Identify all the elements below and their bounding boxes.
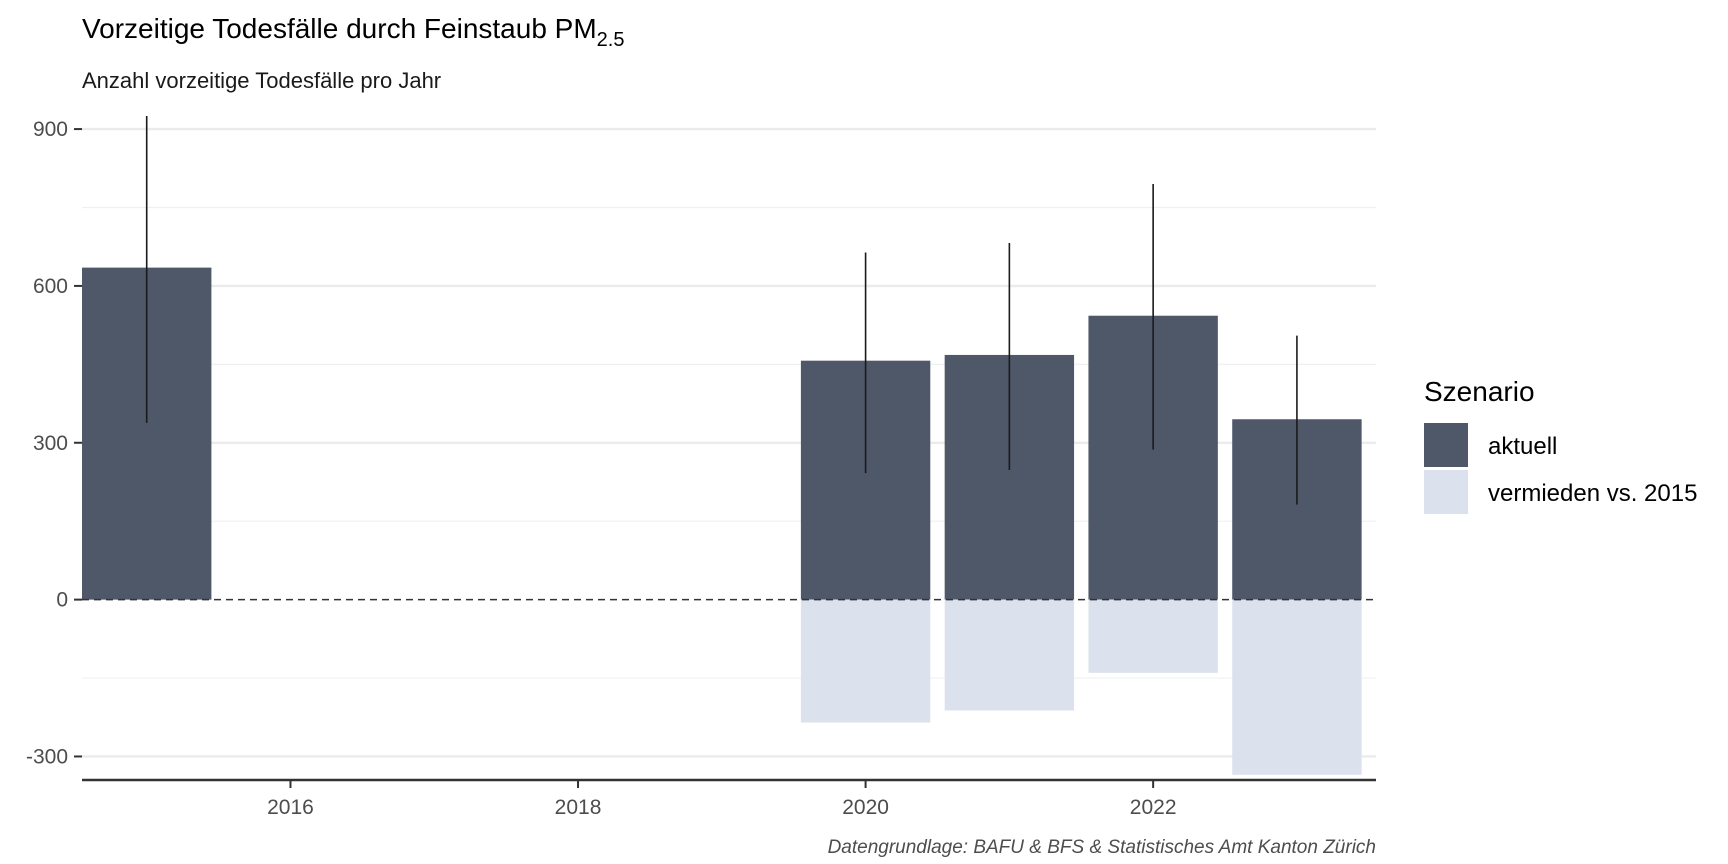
bars xyxy=(82,267,1362,775)
x-tick-label: 2022 xyxy=(1130,796,1177,819)
legend-title: Szenario xyxy=(1424,376,1535,407)
y-tick-label: 900 xyxy=(33,118,68,141)
chart-title-subscript: 2.5 xyxy=(597,29,625,51)
chart-caption: Datengrundlage: BAFU & BFS & Statistisch… xyxy=(828,837,1376,858)
legend-swatch-aktuell xyxy=(1424,423,1468,467)
error-bars xyxy=(145,116,1298,505)
x-tick-label: 2020 xyxy=(842,796,889,819)
y-tick-label: 300 xyxy=(33,432,68,455)
bar-vermieden xyxy=(800,599,931,723)
y-tick-label: 0 xyxy=(56,589,68,612)
axes: -300 0 300 600 900 2016 2018 2020 2022 xyxy=(26,118,1376,819)
bar-vermieden xyxy=(944,599,1075,711)
x-tick-label: 2018 xyxy=(555,796,602,819)
bar-vermieden xyxy=(1088,599,1218,673)
bar-vermieden xyxy=(1232,599,1362,775)
x-tick-label: 2016 xyxy=(267,796,314,819)
legend: Szenario aktuell vermieden vs. 2015 xyxy=(1424,376,1697,514)
chart-title: Vorzeitige Todesfälle durch Feinstaub PM… xyxy=(82,13,624,51)
y-tick-label: -300 xyxy=(26,745,68,768)
legend-swatch-vermieden xyxy=(1424,470,1468,514)
chart-title-main: Vorzeitige Todesfälle durch Feinstaub PM xyxy=(82,13,597,44)
legend-label-vermieden: vermieden vs. 2015 xyxy=(1488,480,1697,507)
grid-lines xyxy=(82,127,1376,758)
legend-label-aktuell: aktuell xyxy=(1488,433,1557,460)
chart-subtitle: Anzahl vorzeitige Todesfälle pro Jahr xyxy=(82,68,441,93)
y-tick-label: 600 xyxy=(33,275,68,298)
